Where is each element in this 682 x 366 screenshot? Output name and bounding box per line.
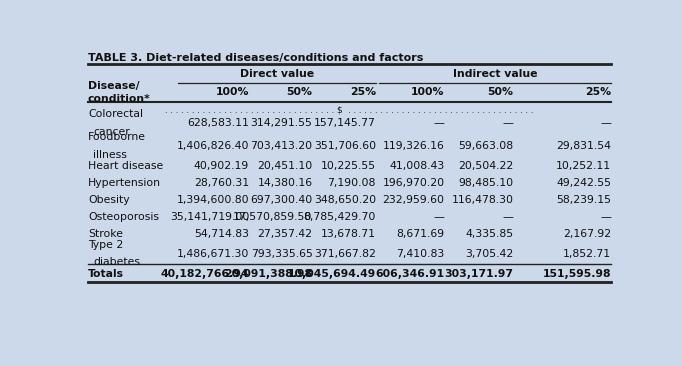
Text: Direct value: Direct value [240,69,314,79]
Text: 49,242.55: 49,242.55 [556,178,611,188]
Text: 7,410.83: 7,410.83 [396,249,445,259]
Text: Colorectal: Colorectal [88,109,143,119]
Text: 20,091,388.98: 20,091,388.98 [224,269,312,279]
Text: 98,485.10: 98,485.10 [458,178,514,188]
Text: Hypertension: Hypertension [88,178,161,188]
Text: —: — [434,212,445,222]
Text: 58,239.15: 58,239.15 [556,195,611,205]
Text: 59,663.08: 59,663.08 [458,141,514,151]
Text: 100%: 100% [411,87,445,97]
Text: 371,667.82: 371,667.82 [314,249,376,259]
Text: 793,335.65: 793,335.65 [251,249,312,259]
Text: —: — [600,118,611,128]
Text: 100%: 100% [216,87,249,97]
Text: 8,785,429.70: 8,785,429.70 [303,212,376,222]
Text: 303,171.97: 303,171.97 [445,269,514,279]
Text: 41,008.43: 41,008.43 [389,161,445,171]
Text: —: — [600,212,611,222]
Text: 29,831.54: 29,831.54 [556,141,611,151]
Text: 40,182,766.94: 40,182,766.94 [160,269,249,279]
Text: 14,380.16: 14,380.16 [257,178,312,188]
Text: 35,141,719.00: 35,141,719.00 [170,212,249,222]
Text: Indirect value: Indirect value [453,69,537,79]
Text: 7,190.08: 7,190.08 [327,178,376,188]
Text: 13,678.71: 13,678.71 [321,229,376,239]
Text: 116,478.30: 116,478.30 [451,195,514,205]
Text: 119,326.16: 119,326.16 [383,141,445,151]
Text: Osteoporosis: Osteoporosis [88,212,159,222]
Text: 606,346.91: 606,346.91 [376,269,445,279]
Text: 25%: 25% [350,87,376,97]
Text: 27,357.42: 27,357.42 [258,229,312,239]
Text: 10,225.55: 10,225.55 [321,161,376,171]
Text: 20,451.10: 20,451.10 [257,161,312,171]
Text: 1,406,826.40: 1,406,826.40 [177,141,249,151]
Text: . . . . . . . . . . . . . . . . . . . . . . . . . . . . . . . . $  . . . . . . .: . . . . . . . . . . . . . . . . . . . . … [165,105,534,114]
Text: Foodborne: Foodborne [88,132,146,142]
Text: 8,671.69: 8,671.69 [396,229,445,239]
Text: 25%: 25% [585,87,611,97]
Text: 697,300.40: 697,300.40 [250,195,312,205]
Text: Heart disease: Heart disease [88,161,163,171]
Text: 351,706.60: 351,706.60 [314,141,376,151]
Text: 50%: 50% [286,87,312,97]
Text: 157,145.77: 157,145.77 [314,118,376,128]
Text: TABLE 3. Diet-related diseases/conditions and factors: TABLE 3. Diet-related diseases/condition… [88,53,424,63]
Text: —: — [434,118,445,128]
Text: 1,394,600.80: 1,394,600.80 [177,195,249,205]
Text: 232,959.60: 232,959.60 [383,195,445,205]
Text: Type 2: Type 2 [88,240,123,250]
Text: —: — [503,118,514,128]
Text: 10,045,694.49: 10,045,694.49 [288,269,376,279]
Text: illness: illness [93,150,127,160]
Text: 54,714.83: 54,714.83 [194,229,249,239]
Text: 4,335.85: 4,335.85 [465,229,514,239]
Text: 2,167.92: 2,167.92 [563,229,611,239]
Text: 196,970.20: 196,970.20 [383,178,445,188]
Text: 628,583.11: 628,583.11 [188,118,249,128]
Text: Stroke: Stroke [88,229,123,239]
Text: 3,705.42: 3,705.42 [465,249,514,259]
Text: 17,570,859.50: 17,570,859.50 [233,212,312,222]
Text: 348,650.20: 348,650.20 [314,195,376,205]
Text: —: — [503,212,514,222]
Text: 1,852.71: 1,852.71 [563,249,611,259]
Text: 314,291.55: 314,291.55 [251,118,312,128]
Text: 28,760.31: 28,760.31 [194,178,249,188]
Text: Obesity: Obesity [88,195,130,205]
Text: 50%: 50% [488,87,514,97]
Text: 1,486,671.30: 1,486,671.30 [177,249,249,259]
Text: Disease/
condition*: Disease/ condition* [88,81,151,104]
Text: 151,595.98: 151,595.98 [543,269,611,279]
Text: diabetes: diabetes [93,257,140,267]
Text: 703,413.20: 703,413.20 [250,141,312,151]
Text: 10,252.11: 10,252.11 [556,161,611,171]
Text: 40,902.19: 40,902.19 [194,161,249,171]
Text: cancer: cancer [93,127,130,137]
Text: Totals: Totals [88,269,124,279]
Text: 20,504.22: 20,504.22 [458,161,514,171]
